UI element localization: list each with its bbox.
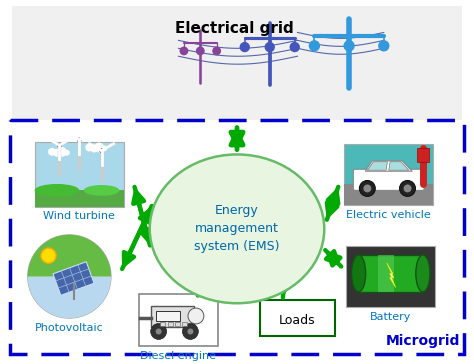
- Bar: [12, 6, 462, 120]
- Circle shape: [213, 47, 220, 55]
- FancyBboxPatch shape: [353, 169, 424, 190]
- Bar: [346, 246, 436, 307]
- Circle shape: [53, 149, 61, 157]
- Circle shape: [57, 143, 62, 147]
- Circle shape: [400, 181, 415, 196]
- Circle shape: [310, 41, 319, 51]
- Ellipse shape: [35, 184, 79, 197]
- Bar: [35, 190, 124, 206]
- Polygon shape: [365, 161, 412, 171]
- Circle shape: [265, 43, 274, 52]
- Circle shape: [182, 324, 198, 339]
- Circle shape: [94, 143, 104, 153]
- Circle shape: [359, 181, 375, 196]
- Bar: [160, 322, 164, 326]
- Circle shape: [64, 150, 70, 156]
- Bar: [260, 300, 335, 336]
- Circle shape: [344, 41, 354, 51]
- Circle shape: [100, 149, 104, 153]
- Circle shape: [101, 146, 107, 151]
- Bar: [168, 322, 173, 326]
- Circle shape: [240, 43, 249, 52]
- Text: Diesel engine: Diesel engine: [140, 351, 217, 361]
- Circle shape: [197, 47, 204, 55]
- Bar: [417, 149, 428, 162]
- Circle shape: [155, 328, 162, 335]
- Text: Battery: Battery: [370, 312, 411, 322]
- Polygon shape: [53, 262, 94, 295]
- Circle shape: [85, 143, 93, 151]
- Wedge shape: [27, 277, 111, 318]
- Bar: [182, 322, 187, 326]
- Bar: [344, 143, 433, 205]
- Wedge shape: [27, 235, 111, 277]
- Circle shape: [27, 235, 111, 318]
- Text: Wind turbine: Wind turbine: [43, 211, 115, 221]
- Ellipse shape: [150, 154, 324, 303]
- Circle shape: [188, 308, 204, 324]
- Ellipse shape: [416, 255, 430, 292]
- Circle shape: [364, 185, 371, 193]
- Circle shape: [57, 147, 67, 157]
- Text: Loads: Loads: [279, 314, 316, 327]
- Circle shape: [151, 324, 166, 339]
- Circle shape: [90, 145, 98, 153]
- Circle shape: [187, 328, 193, 335]
- Bar: [35, 142, 124, 206]
- Text: Microgrid: Microgrid: [386, 334, 460, 348]
- Bar: [175, 322, 180, 326]
- Ellipse shape: [84, 185, 119, 196]
- Bar: [156, 311, 180, 321]
- Text: Electrical grid: Electrical grid: [175, 20, 294, 36]
- Circle shape: [48, 148, 56, 156]
- Circle shape: [290, 43, 299, 52]
- Bar: [151, 306, 194, 327]
- Circle shape: [180, 47, 188, 55]
- Polygon shape: [367, 162, 387, 170]
- Bar: [344, 183, 433, 205]
- Circle shape: [41, 248, 56, 263]
- Bar: [139, 294, 218, 346]
- Bar: [378, 255, 394, 292]
- Polygon shape: [387, 263, 396, 288]
- Text: Photovoltaic: Photovoltaic: [35, 323, 104, 333]
- Text: Electric vehicle: Electric vehicle: [346, 210, 431, 220]
- Circle shape: [379, 41, 389, 51]
- Bar: [359, 255, 423, 292]
- Text: Energy
management
system (EMS): Energy management system (EMS): [194, 204, 280, 253]
- Circle shape: [77, 138, 81, 142]
- Polygon shape: [389, 162, 409, 170]
- Circle shape: [403, 185, 411, 193]
- Ellipse shape: [352, 255, 365, 292]
